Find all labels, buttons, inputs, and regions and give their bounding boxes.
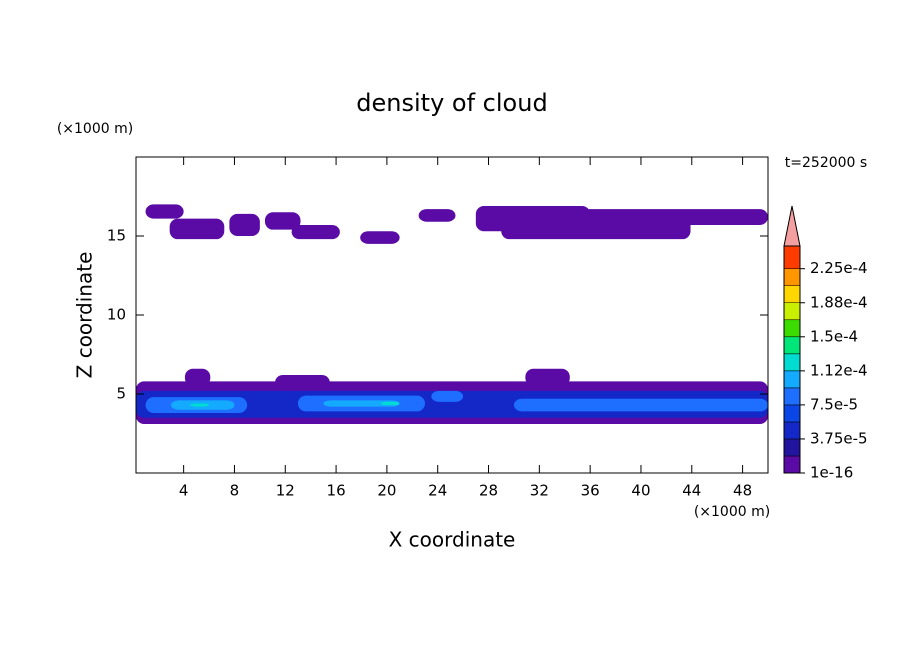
colorbar-tick-label: 1.12e-4 (810, 361, 868, 379)
y-tick-label: 15 (107, 227, 126, 245)
colorbar-band (783, 370, 801, 389)
x-tick-label: 24 (428, 482, 447, 500)
y-unit: (×1000 m) (57, 121, 133, 137)
time-annotation: t=252000 s (785, 155, 867, 171)
colorbar-band (783, 438, 801, 457)
contour-region (360, 231, 400, 244)
x-tick-label: 20 (377, 482, 396, 500)
contour-region (560, 209, 768, 225)
x-tick-label: 32 (530, 482, 549, 500)
colorbar-tick-label: 3.75e-5 (810, 429, 868, 447)
x-tick-label: 36 (581, 482, 600, 500)
colorbar-band (783, 421, 801, 440)
colorbar-band (783, 455, 801, 474)
colorbar-band (783, 302, 801, 321)
plot-frame (135, 156, 769, 474)
y-axis-label: Z coordinate (73, 252, 97, 379)
colorbar-tick-label: 1.5e-4 (810, 327, 858, 345)
colorbar-tick-label: 2.25e-4 (810, 259, 868, 277)
contour-region (380, 401, 400, 406)
contour-region (525, 368, 570, 387)
colorbar-frame (783, 245, 801, 474)
contour-region (418, 209, 456, 222)
colorbar-band (783, 336, 801, 355)
contour-region (189, 403, 210, 407)
x-tick-label: 44 (682, 482, 701, 500)
colorbar-band (783, 319, 801, 338)
colorbar-extend (783, 205, 801, 247)
x-tick-label: 40 (631, 482, 650, 500)
x-tick-label: 8 (230, 482, 240, 500)
contour-region (145, 204, 184, 219)
contour-region (431, 390, 464, 402)
colorbar-band (783, 404, 801, 423)
y-tick-label: 10 (107, 306, 126, 324)
colorbar-tick-label: 7.5e-5 (810, 395, 858, 413)
contour-region (169, 218, 225, 240)
contour-region (323, 400, 400, 407)
x-unit: (×1000 m) (694, 504, 770, 520)
colorbar-band (783, 268, 801, 286)
x-axis-label: X coordinate (389, 528, 516, 552)
y-tick-label: 5 (116, 385, 126, 403)
contour-region (184, 368, 211, 387)
chart-title: density of cloud (356, 89, 547, 117)
colorbar-band (783, 285, 801, 304)
contour-region (264, 212, 301, 230)
x-tick-label: 4 (179, 482, 189, 500)
colorbar-band (783, 245, 801, 269)
contour-region (275, 375, 330, 390)
contour-region (513, 398, 768, 412)
colorbar-tick-label: 1e-16 (810, 464, 853, 482)
colorbar-band (783, 353, 801, 372)
contour-region (291, 224, 340, 240)
x-tick-label: 16 (327, 482, 346, 500)
x-tick-label: 28 (479, 482, 498, 500)
x-tick-label: 12 (276, 482, 295, 500)
x-tick-label: 48 (733, 482, 752, 500)
contour-region (229, 213, 260, 236)
colorbar-tick-label: 1.88e-4 (810, 293, 868, 311)
colorbar-band (783, 387, 801, 406)
